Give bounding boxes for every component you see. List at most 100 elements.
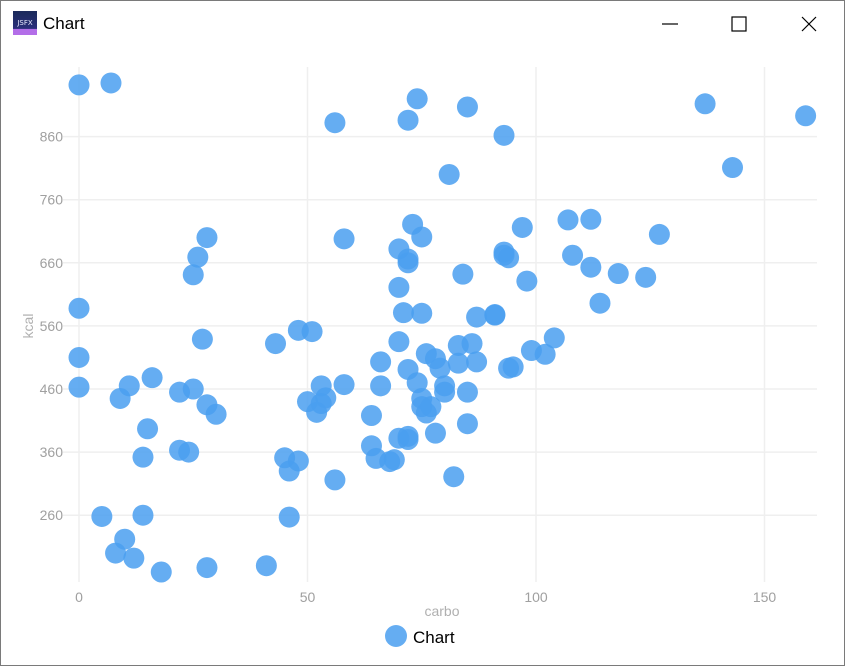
data-point[interactable]: [580, 208, 602, 230]
maximize-button[interactable]: [716, 1, 762, 47]
data-point[interactable]: [456, 381, 478, 403]
data-point[interactable]: [397, 109, 419, 131]
data-point[interactable]: [562, 244, 584, 266]
data-point[interactable]: [118, 375, 140, 397]
data-point[interactable]: [370, 375, 392, 397]
data-point[interactable]: [456, 413, 478, 435]
data-point[interactable]: [392, 302, 414, 324]
data-point[interactable]: [360, 405, 382, 427]
close-icon: [801, 16, 817, 32]
data-point[interactable]: [388, 276, 410, 298]
data-point[interactable]: [466, 351, 488, 373]
data-point[interactable]: [123, 547, 145, 569]
data-point[interactable]: [68, 74, 90, 96]
data-point[interactable]: [461, 333, 483, 355]
y-tick-label: 860: [40, 129, 64, 145]
legend[interactable]: Chart: [385, 625, 455, 647]
data-point[interactable]: [324, 112, 346, 134]
data-point[interactable]: [434, 381, 456, 403]
window-title: Chart: [43, 14, 85, 33]
data-point[interactable]: [91, 505, 113, 527]
data-point[interactable]: [68, 346, 90, 368]
data-point[interactable]: [196, 557, 218, 579]
data-point[interactable]: [178, 441, 200, 463]
y-tick-label: 560: [40, 318, 64, 334]
data-point[interactable]: [388, 331, 410, 353]
data-point[interactable]: [137, 418, 159, 440]
data-point[interactable]: [191, 328, 213, 350]
data-point[interactable]: [722, 157, 744, 179]
data-point[interactable]: [150, 561, 172, 583]
data-point[interactable]: [429, 357, 451, 379]
data-point[interactable]: [635, 266, 657, 288]
data-point[interactable]: [534, 343, 556, 365]
data-point[interactable]: [397, 252, 419, 274]
data-point[interactable]: [182, 378, 204, 400]
data-point[interactable]: [100, 72, 122, 94]
grid-lines: [63, 67, 817, 582]
data-point[interactable]: [516, 270, 538, 292]
data-point[interactable]: [324, 469, 346, 491]
data-point[interactable]: [589, 292, 611, 314]
data-point[interactable]: [301, 321, 323, 343]
legend-label: Chart: [413, 628, 455, 647]
minimize-button[interactable]: [647, 1, 693, 47]
scatter-chart: 0 50 100 150 260 360 460 560 660 760 860 carbo kca…: [20, 67, 817, 647]
data-point[interactable]: [438, 163, 460, 185]
data-point[interactable]: [255, 555, 277, 577]
data-point[interactable]: [543, 327, 565, 349]
data-point[interactable]: [493, 124, 515, 146]
y-tick-label: 760: [40, 192, 64, 208]
data-point[interactable]: [196, 227, 218, 249]
data-point[interactable]: [484, 304, 506, 326]
data-point[interactable]: [397, 425, 419, 447]
data-point[interactable]: [411, 226, 433, 248]
data-point[interactable]: [132, 446, 154, 468]
data-point[interactable]: [502, 356, 524, 378]
data-point[interactable]: [411, 302, 433, 324]
data-point[interactable]: [607, 263, 629, 285]
y-tick-label: 260: [40, 507, 64, 523]
data-point[interactable]: [456, 96, 478, 118]
data-point[interactable]: [141, 367, 163, 389]
data-point[interactable]: [315, 387, 337, 409]
data-point[interactable]: [333, 228, 355, 250]
data-point[interactable]: [68, 297, 90, 319]
data-point[interactable]: [795, 105, 817, 127]
data-point[interactable]: [182, 264, 204, 286]
data-point[interactable]: [370, 351, 392, 373]
x-tick-label: 150: [753, 589, 777, 605]
data-point[interactable]: [466, 306, 488, 328]
minimize-icon: [662, 23, 678, 25]
data-point[interactable]: [333, 374, 355, 396]
data-point[interactable]: [498, 247, 520, 269]
data-point[interactable]: [443, 466, 465, 488]
data-point[interactable]: [205, 403, 227, 425]
data-point[interactable]: [278, 506, 300, 528]
data-point[interactable]: [452, 263, 474, 285]
y-tick-label: 460: [40, 381, 64, 397]
data-point[interactable]: [187, 246, 209, 268]
title-bar[interactable]: JSFX Chart: [1, 1, 844, 47]
data-point[interactable]: [68, 376, 90, 398]
data-point[interactable]: [447, 352, 469, 374]
data-point[interactable]: [511, 216, 533, 238]
data-point[interactable]: [406, 88, 428, 110]
data-point[interactable]: [265, 333, 287, 355]
data-point[interactable]: [580, 256, 602, 278]
data-point[interactable]: [287, 450, 309, 472]
x-tick-label: 0: [75, 589, 83, 605]
data-point[interactable]: [114, 528, 136, 550]
data-point[interactable]: [383, 449, 405, 471]
data-point[interactable]: [420, 396, 442, 418]
data-point[interactable]: [424, 422, 446, 444]
x-axis-title: carbo: [424, 603, 459, 619]
data-point[interactable]: [648, 223, 670, 245]
data-point[interactable]: [557, 209, 579, 231]
close-button[interactable]: [786, 1, 832, 47]
data-point[interactable]: [132, 504, 154, 526]
svg-text:JSFX: JSFX: [16, 19, 33, 27]
data-point[interactable]: [406, 372, 428, 394]
y-axis-title: kcal: [20, 314, 36, 339]
data-point[interactable]: [694, 93, 716, 115]
